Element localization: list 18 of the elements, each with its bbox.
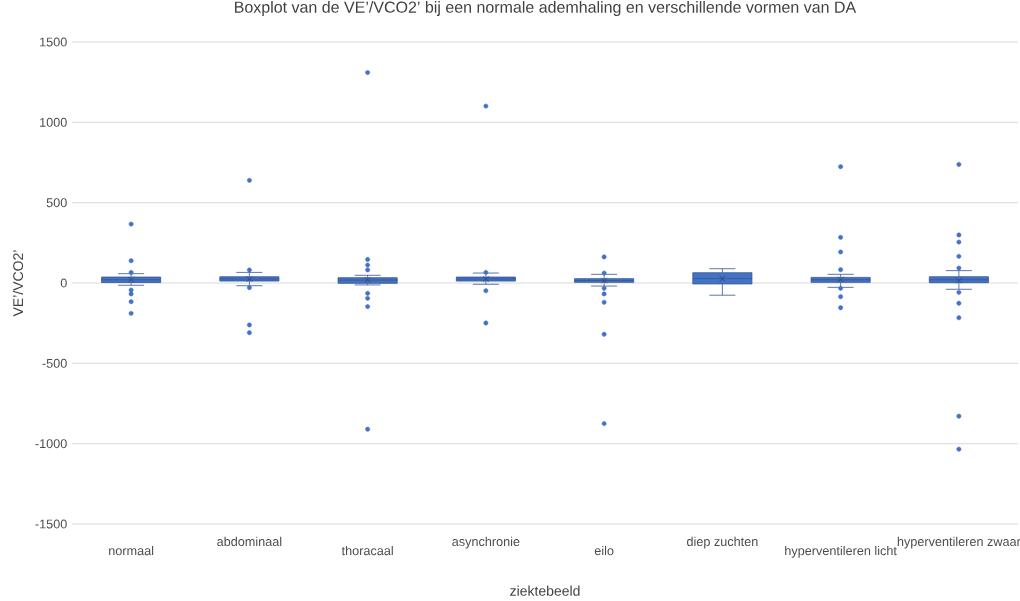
- y-tick-label: 0: [60, 278, 67, 288]
- y-axis-title: VE’/VCO2’: [12, 250, 24, 317]
- y-tick-label: -1500: [35, 519, 67, 529]
- y-tick-label: 1500: [40, 37, 67, 47]
- x-tick-label: eilo: [594, 545, 614, 556]
- y-tick-label: 500: [46, 198, 67, 208]
- x-tick-label: asynchronie: [452, 536, 520, 549]
- x-axis-title: ziektebeeld: [510, 585, 580, 596]
- x-tick-label: diep zuchten: [686, 536, 758, 549]
- x-tick-label: hyperventileren licht: [785, 545, 897, 558]
- x-tick-label: thoracaal: [341, 545, 393, 556]
- x-tick-label: normaal: [109, 545, 154, 556]
- x-tick-label: abdominaal: [217, 536, 282, 547]
- y-tick-label: -1000: [35, 439, 67, 449]
- x-tick-label: hyperventileren zwaar: [897, 536, 1020, 549]
- y-tick-label: 1000: [40, 117, 67, 127]
- chart-title: Boxplot van de VE’/VCO2’ bij een normale ademhaling en verschillende vormen van DA: [235, 1, 857, 16]
- y-tick-label: -500: [42, 358, 67, 368]
